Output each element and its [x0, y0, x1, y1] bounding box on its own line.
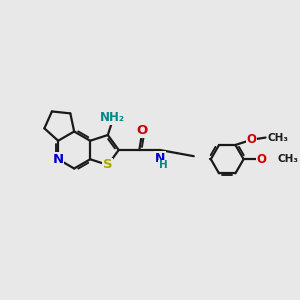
Text: O: O [247, 133, 257, 146]
Text: N: N [52, 153, 64, 166]
Text: N: N [155, 152, 165, 165]
Text: NH₂: NH₂ [100, 111, 125, 124]
Text: CH₃: CH₃ [278, 154, 298, 164]
Text: H: H [159, 160, 167, 170]
Text: S: S [103, 158, 112, 172]
Text: O: O [137, 124, 148, 137]
Text: O: O [256, 153, 267, 166]
Text: CH₃: CH₃ [268, 133, 289, 142]
